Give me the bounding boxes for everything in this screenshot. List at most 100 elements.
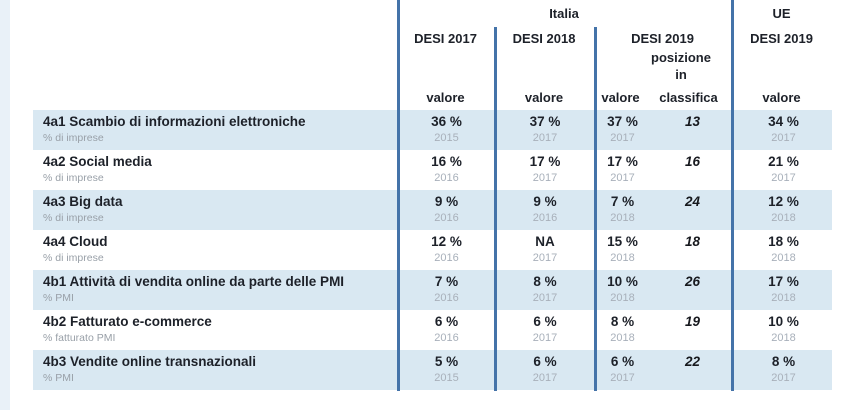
- desi2019-value-cell: 6 % 2017: [595, 350, 650, 390]
- value: 18 %: [768, 234, 799, 249]
- value: 8 %: [771, 354, 796, 369]
- value: 7 %: [434, 274, 459, 289]
- desi2018-cell: 6 % 2017: [495, 350, 595, 390]
- indicator-label: 4a1 Scambio di informazioni elettroniche: [43, 114, 306, 129]
- value: 10 %: [768, 314, 799, 329]
- value: 9 %: [434, 194, 459, 209]
- year: 2016: [434, 212, 459, 224]
- rank: 18: [684, 234, 701, 249]
- year: 2018: [610, 292, 635, 304]
- indicator-unit: % PMI: [43, 292, 74, 304]
- indicator-cell: 4b3 Vendite online transnazionali % PMI: [33, 350, 398, 390]
- value: 17 %: [529, 154, 561, 169]
- desi2019-rank-cell: 22: [650, 350, 735, 390]
- divider-desi2017-2018: [494, 27, 497, 391]
- year: 2017: [532, 332, 558, 344]
- year: 2017: [610, 132, 635, 144]
- value: 37 %: [607, 114, 638, 129]
- value: 10 %: [607, 274, 638, 289]
- table-row: 4b3 Vendite online transnazionali % PMI …: [33, 350, 832, 390]
- year: 2016: [532, 212, 558, 224]
- rank: 24: [684, 194, 701, 209]
- desi2017-cell: 36 % 2015: [398, 110, 495, 150]
- indicator-label: 4a3 Big data: [43, 194, 123, 209]
- value: 16 %: [431, 154, 462, 169]
- ue-value-cell: 10 % 2018: [735, 310, 832, 350]
- year: 2017: [532, 252, 558, 264]
- value: 12 %: [431, 234, 462, 249]
- column-group-italia: Italia: [549, 6, 579, 21]
- indicator-unit: % di imprese: [43, 172, 104, 184]
- subheader-in: in: [675, 67, 687, 82]
- desi2019-rank-cell: 24: [650, 190, 735, 230]
- desi2019-value-cell: 8 % 2018: [595, 310, 650, 350]
- year: 2015: [434, 132, 459, 144]
- rank: 13: [684, 114, 701, 129]
- value: 21 %: [768, 154, 799, 169]
- year: 2017: [532, 372, 558, 384]
- divider-desi2018-2019: [594, 27, 597, 391]
- value: 15 %: [607, 234, 638, 249]
- value: 17 %: [607, 154, 638, 169]
- rank: 16: [684, 154, 701, 169]
- value: 5 %: [434, 354, 459, 369]
- value: 7 %: [610, 194, 635, 209]
- year: 2018: [771, 252, 796, 264]
- year: 2018: [610, 252, 635, 264]
- indicator-table: Italia UE DESI 2017 DESI 2018 DESI 2019 …: [33, 0, 832, 391]
- subheader-valore-2017: valore: [426, 90, 465, 105]
- year: 2016: [434, 252, 459, 264]
- desi2017-cell: 16 % 2016: [398, 150, 495, 190]
- table-body: 4a1 Scambio di informazioni elettroniche…: [33, 110, 832, 390]
- desi2019-value-cell: 10 % 2018: [595, 270, 650, 310]
- column-header-desi-2019: DESI 2019: [631, 31, 694, 46]
- desi2017-cell: 6 % 2016: [398, 310, 495, 350]
- subheader-valore-ue: valore: [762, 90, 801, 105]
- indicator-unit: % di imprese: [43, 252, 104, 264]
- year: 2018: [771, 292, 796, 304]
- subheader-valore-2018: valore: [524, 90, 564, 105]
- indicator-cell: 4b1 Attività di vendita online da parte …: [33, 270, 398, 310]
- year: 2018: [610, 332, 635, 344]
- indicator-cell: 4a4 Cloud % di imprese: [33, 230, 398, 270]
- subheader-classifica: classifica: [659, 90, 718, 105]
- year: 2016: [434, 172, 459, 184]
- desi2019-rank-cell: 18: [650, 230, 735, 270]
- value: 8 %: [610, 314, 635, 329]
- subheader-posizione: posizione: [651, 50, 711, 65]
- rank: 22: [684, 354, 701, 369]
- column-header-desi-2018: DESI 2018: [512, 31, 576, 46]
- year: 2017: [532, 132, 558, 144]
- indicator-unit: % fatturato PMI: [43, 332, 116, 344]
- desi2018-cell: 8 % 2017: [495, 270, 595, 310]
- year: 2018: [610, 212, 635, 224]
- indicator-cell: 4b2 Fatturato e-commerce % fatturato PMI: [33, 310, 398, 350]
- value: 37 %: [529, 114, 561, 129]
- table-row: 4b2 Fatturato e-commerce % fatturato PMI…: [33, 310, 832, 350]
- value: 6 %: [434, 314, 459, 329]
- value: 8 %: [533, 274, 557, 289]
- indicator-cell: 4a2 Social media % di imprese: [33, 150, 398, 190]
- desi2018-cell: 17 % 2017: [495, 150, 595, 190]
- desi2017-cell: 7 % 2016: [398, 270, 495, 310]
- table-row: 4a4 Cloud % di imprese 12 % 2016 NA 2017…: [33, 230, 832, 270]
- indicator-label: 4b3 Vendite online transnazionali: [43, 354, 257, 369]
- year: 2017: [610, 172, 635, 184]
- rank: 26: [684, 274, 701, 289]
- desi2019-value-cell: 17 % 2017: [595, 150, 650, 190]
- desi2018-cell: 37 % 2017: [495, 110, 595, 150]
- desi2019-value-cell: 7 % 2018: [595, 190, 650, 230]
- ue-value-cell: 17 % 2018: [735, 270, 832, 310]
- year: 2015: [434, 372, 459, 384]
- column-group-ue: UE: [772, 6, 791, 21]
- ue-value-cell: 21 % 2017: [735, 150, 832, 190]
- ue-value-cell: 18 % 2018: [735, 230, 832, 270]
- table-row: 4a1 Scambio di informazioni elettroniche…: [33, 110, 832, 150]
- indicator-cell: 4a1 Scambio di informazioni elettroniche…: [33, 110, 398, 150]
- desi2018-cell: 9 % 2016: [495, 190, 595, 230]
- subheader-valore-2019: valore: [601, 90, 640, 105]
- year: 2017: [532, 172, 558, 184]
- indicator-cell: 4a3 Big data % di imprese: [33, 190, 398, 230]
- divider-labels-desi2017: [397, 0, 400, 391]
